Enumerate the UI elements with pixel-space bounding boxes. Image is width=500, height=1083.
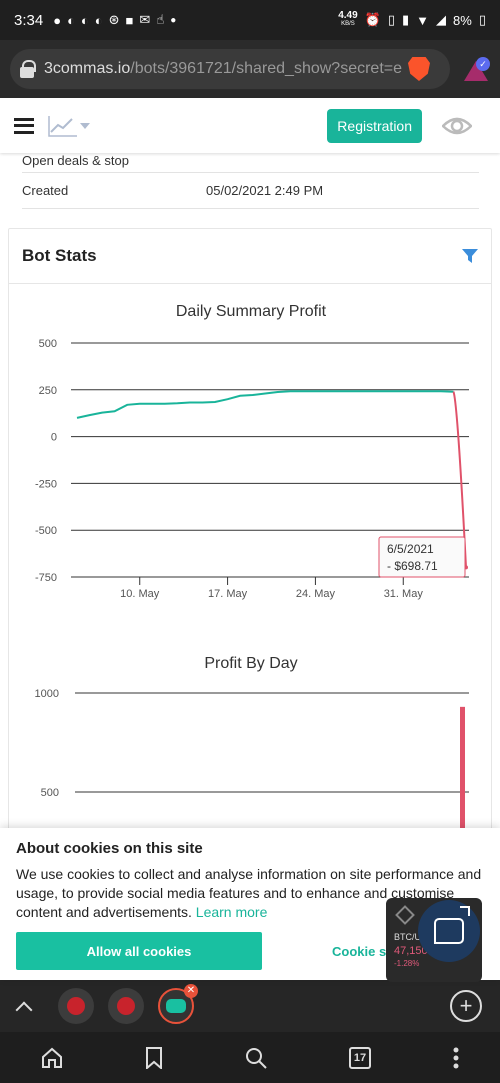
www-notification-icon: ⊛ xyxy=(108,12,120,27)
tab-favicon-icon xyxy=(67,997,85,1015)
tab-favicon-icon xyxy=(166,999,186,1013)
tab-thumbnail-active[interactable]: ✕ xyxy=(158,984,198,1024)
hand-notification-icon: ☝ xyxy=(156,12,165,27)
app-header: Registration xyxy=(0,98,500,153)
y-tick-label: 1000 xyxy=(35,688,59,700)
x-tick-label: 24. May xyxy=(296,588,336,600)
battery-percent: 8% xyxy=(453,12,472,28)
chat-icon xyxy=(434,918,464,944)
daily-summary-title: Daily Summary Profit xyxy=(175,303,327,320)
check-badge-icon: ✓ xyxy=(476,57,490,71)
cookie-title: About cookies on this site xyxy=(16,840,203,857)
allow-all-cookies-button[interactable]: Allow all cookies xyxy=(16,932,262,970)
tab-strip: ✕ + xyxy=(0,980,500,1032)
tab-thumbnail[interactable] xyxy=(108,988,144,1024)
tab-thumbnail[interactable] xyxy=(58,988,94,1024)
app-notification-icon: ◐ xyxy=(94,12,103,28)
y-tick-label: -500 xyxy=(35,525,57,537)
app-notification-icon: ◐ xyxy=(80,12,89,28)
bot-info: Open deals & stop Created 05/02/2021 2:4… xyxy=(22,153,479,209)
tabs-count-button[interactable]: 17 xyxy=(349,1046,371,1069)
chart-line-icon xyxy=(48,115,77,137)
profit-bar[interactable] xyxy=(460,706,465,841)
profit-by-day-chart: 1000 500 xyxy=(35,688,469,841)
signal-icon: ◢ xyxy=(436,12,447,27)
expand-icon[interactable] xyxy=(460,906,470,916)
brave-rewards-icon[interactable]: ✓ xyxy=(464,57,490,81)
x-tick-label: 31. May xyxy=(384,588,424,600)
bookmark-icon[interactable] xyxy=(145,1046,163,1069)
chevron-up-icon[interactable] xyxy=(15,1001,33,1019)
x-tick-label: 17. May xyxy=(208,588,248,600)
search-icon[interactable] xyxy=(245,1047,267,1069)
status-bar: 3:34 ● ◐ ◐ ◐ ⊛ ■ ✉ ☝ ● 4.49 KB/S ⏰ ▯ ▮ ▼… xyxy=(0,0,500,40)
profit-drop-line xyxy=(452,391,467,568)
vibrate-icon: ▯ xyxy=(387,12,396,27)
square-notification-icon: ■ xyxy=(125,12,134,28)
chart-dropdown[interactable] xyxy=(48,115,90,137)
chevron-down-icon xyxy=(80,122,90,129)
learn-more-link[interactable]: Learn more xyxy=(195,904,268,920)
tooltip-value: - $698.71 xyxy=(387,559,438,573)
more-notifications-icon: ● xyxy=(170,14,177,26)
wechat-notification-icon: ✉ xyxy=(139,12,151,27)
profit-series-line xyxy=(76,390,454,419)
vibrate-mode-icon: ▮ xyxy=(402,12,410,27)
info-label: Created xyxy=(22,183,69,198)
bot-stats-card: Bot Stats Daily Summary Profit 500 250 0 -2… xyxy=(8,228,492,848)
lock-icon[interactable] xyxy=(20,60,36,78)
browser-toolbar: 3commas.io/bots/3961721/shared_show?secr… xyxy=(0,40,500,98)
app-notification-icon: ◐ xyxy=(67,12,75,28)
notification-icons: ● ◐ ◐ ◐ ⊛ ■ ✉ ☝ ● xyxy=(53,12,176,28)
y-tick-label: -250 xyxy=(35,478,57,490)
cookie-text: We use cookies to collect and analyse in… xyxy=(16,866,482,920)
battery-icon: ▯ xyxy=(478,12,486,27)
y-tick-label: 250 xyxy=(39,385,57,397)
chart-tooltip: 6/5/2021 - $698.71 xyxy=(378,536,466,578)
network-speed: 4.49 KB/S xyxy=(338,10,358,28)
cookie-settings-button[interactable]: Cookie s xyxy=(332,944,387,959)
profit-by-day-title: Profit By Day xyxy=(204,655,298,672)
info-row-created: Created 05/02/2021 2:49 PM xyxy=(22,173,479,209)
ticker-change: -1.28% xyxy=(394,959,420,968)
tab-favicon-icon xyxy=(117,997,135,1015)
registration-button[interactable]: Registration xyxy=(327,108,422,143)
ticker-pair: BTC/USDT xyxy=(394,932,439,942)
alarm-icon: ⏰ xyxy=(364,12,381,27)
close-icon[interactable]: ✕ xyxy=(184,984,198,998)
y-tick-label: -750 xyxy=(35,572,57,584)
brave-shields-icon[interactable] xyxy=(408,57,430,81)
chat-notification-icon: ● xyxy=(53,12,62,28)
bot-stats-header: Bot Stats xyxy=(9,229,491,284)
bot-stats-title: Bot Stats xyxy=(22,246,97,265)
menu-icon[interactable] xyxy=(14,117,34,134)
url-text[interactable]: 3commas.io/bots/3961721/shared_show?secr… xyxy=(44,60,402,77)
y-tick-label: 0 xyxy=(51,432,57,444)
address-bar[interactable]: 3commas.io/bots/3961721/shared_show?secr… xyxy=(10,49,450,89)
y-tick-label: 500 xyxy=(41,787,59,799)
new-tab-button[interactable]: + xyxy=(450,990,482,1022)
filter-icon[interactable] xyxy=(462,248,478,264)
wifi-icon: ▼ xyxy=(416,12,430,28)
eye-icon[interactable] xyxy=(442,116,472,136)
chat-bubble-button[interactable] xyxy=(418,900,480,962)
y-tick-label: 500 xyxy=(39,338,57,350)
daily-summary-chart: 500 250 0 -250 -500 -750 10. May 17. May 24. May… xyxy=(35,338,469,600)
binance-icon xyxy=(395,905,415,925)
home-icon[interactable] xyxy=(41,1047,63,1069)
tooltip-date: 6/5/2021 xyxy=(387,542,434,556)
clock: 3:34 xyxy=(14,11,44,29)
bottom-nav: 17 xyxy=(0,1032,500,1083)
x-tick-label: 10. May xyxy=(120,588,160,600)
info-value: 05/02/2021 2:49 PM xyxy=(206,183,324,198)
info-row-open-deals: Open deals & stop xyxy=(22,153,479,173)
info-label: Open deals & stop xyxy=(22,153,129,168)
more-options-icon[interactable] xyxy=(453,1047,459,1069)
